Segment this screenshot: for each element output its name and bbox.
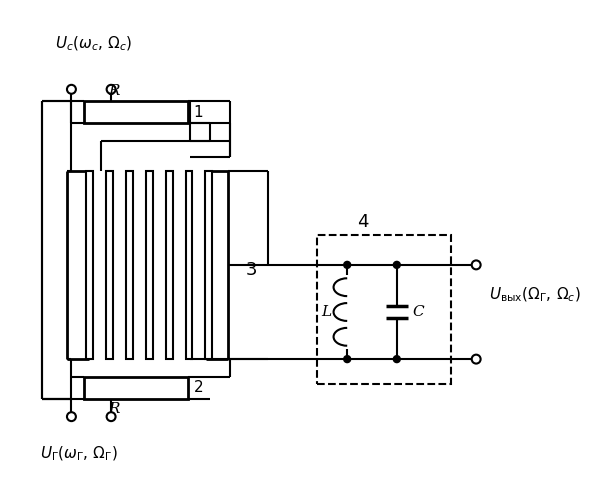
Circle shape [344, 356, 351, 362]
Bar [205, 170, 212, 359]
Bar [85, 377, 188, 399]
Text: R: R [108, 402, 120, 416]
Text: $U_\Gamma(\omega_\Gamma,\,\Omega_\Gamma)$: $U_\Gamma(\omega_\Gamma,\,\Omega_\Gamma)… [40, 444, 117, 462]
Text: 1: 1 [193, 104, 203, 120]
Circle shape [393, 356, 400, 362]
Bar [146, 170, 153, 359]
Text: 4: 4 [357, 213, 368, 231]
Text: 2: 2 [193, 380, 203, 396]
Text: $U_{\rm выx}(\Omega_\Gamma,\,\Omega_c)$: $U_{\rm выx}(\Omega_\Gamma,\,\Omega_c)$ [489, 286, 581, 304]
Bar [86, 170, 93, 359]
Bar [126, 170, 133, 359]
Text: L: L [321, 305, 332, 319]
Text: 3: 3 [246, 261, 257, 279]
Bar [106, 170, 113, 359]
Bar [85, 101, 188, 123]
Bar [318, 235, 451, 384]
Text: C: C [413, 305, 424, 319]
Text: $U_c(\omega_c,\,\Omega_c)$: $U_c(\omega_c,\,\Omega_c)$ [54, 34, 132, 53]
Bar [185, 170, 193, 359]
Circle shape [344, 262, 351, 268]
Text: R: R [108, 84, 120, 98]
Circle shape [393, 262, 400, 268]
Bar [165, 170, 173, 359]
